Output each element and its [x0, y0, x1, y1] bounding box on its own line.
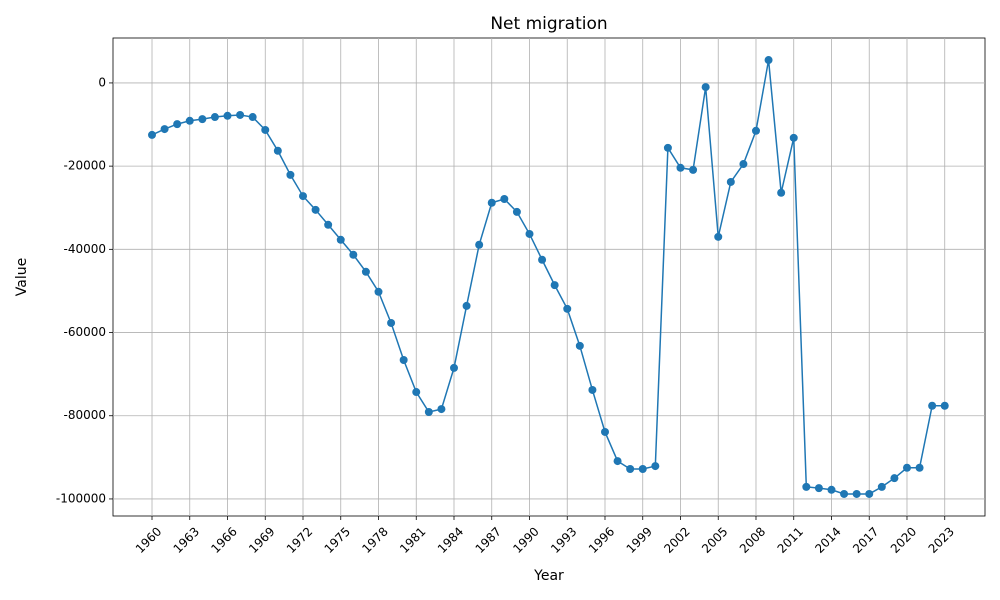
data-point: [248, 113, 257, 122]
x-tick-label: 1978: [359, 524, 390, 555]
x-tick-label: 1975: [322, 524, 353, 555]
data-point: [751, 126, 760, 135]
data-point: [689, 165, 698, 174]
data-point: [802, 482, 811, 491]
data-point: [487, 198, 496, 207]
x-tick-label: 1999: [624, 524, 655, 555]
x-tick-label: 2002: [661, 524, 692, 555]
data-point: [223, 111, 232, 120]
data-point: [890, 474, 899, 483]
data-point: [940, 401, 949, 410]
data-point: [273, 146, 282, 155]
x-tick-label: 1987: [473, 524, 504, 555]
x-tick-label: 1993: [548, 524, 579, 555]
y-tick-label: 0: [98, 75, 106, 89]
data-point: [286, 170, 295, 179]
x-tick-label: 2011: [775, 524, 806, 555]
data-point: [374, 287, 383, 296]
x-tick-label: 2005: [699, 524, 730, 555]
data-point: [525, 229, 534, 238]
x-tick-label: 1966: [208, 524, 239, 555]
data-point: [638, 464, 647, 473]
data-point: [877, 482, 886, 491]
chart-title: Net migration: [490, 14, 607, 34]
data-point: [299, 192, 308, 201]
y-tick-label: -100000: [56, 491, 106, 505]
data-point: [449, 363, 458, 372]
data-point: [185, 116, 194, 125]
data-point: [915, 463, 924, 472]
data-point: [714, 232, 723, 241]
data-point: [764, 56, 773, 65]
x-tick-label: 1981: [397, 524, 428, 555]
data-point: [148, 130, 157, 139]
data-point: [387, 318, 396, 327]
data-point: [550, 281, 559, 290]
data-point: [701, 83, 710, 92]
x-tick-label: 1990: [510, 524, 541, 555]
x-tick-label: 1969: [246, 524, 277, 555]
data-point: [412, 388, 421, 397]
data-point: [588, 385, 597, 394]
x-tick-label: 1960: [133, 524, 164, 555]
data-point: [865, 489, 874, 498]
data-point: [538, 255, 547, 264]
data-point: [261, 125, 270, 134]
x-tick-label: 2017: [850, 524, 881, 555]
data-point: [852, 489, 861, 498]
data-point: [827, 485, 836, 494]
data-point: [814, 484, 823, 493]
x-tick-label: 1963: [171, 524, 202, 555]
y-tick-label: -40000: [63, 242, 106, 256]
data-point: [336, 235, 345, 244]
x-tick-label: 2014: [812, 524, 843, 555]
data-point: [424, 407, 433, 416]
x-tick-label: 1972: [284, 524, 315, 555]
x-axis-label: Year: [533, 568, 564, 584]
data-point: [324, 220, 333, 229]
data-point: [739, 160, 748, 169]
data-point: [437, 405, 446, 414]
data-point: [789, 133, 798, 142]
x-tick-label: 1996: [586, 524, 617, 555]
data-point: [311, 205, 320, 214]
plot-frame: [112, 37, 986, 517]
data-point: [902, 463, 911, 472]
data-point: [600, 427, 609, 436]
data-point: [777, 188, 786, 197]
data-point: [928, 401, 937, 410]
data-point: [663, 143, 672, 152]
data-point: [676, 163, 685, 172]
data-point: [160, 125, 169, 134]
data-point: [726, 177, 735, 186]
data-point: [198, 115, 207, 124]
data-point: [399, 355, 408, 364]
y-axis-label: Value: [14, 258, 30, 296]
data-point: [626, 464, 635, 473]
data-point: [500, 194, 509, 203]
data-point: [475, 240, 484, 249]
data-point: [512, 207, 521, 216]
data-point: [575, 341, 584, 350]
y-tick-label: -20000: [63, 159, 106, 173]
data-point: [613, 457, 622, 466]
x-tick-label: 2023: [926, 524, 957, 555]
data-point: [173, 120, 182, 129]
data-point: [349, 250, 358, 259]
data-line: [151, 59, 945, 495]
data-point: [236, 110, 245, 119]
data-point: [651, 462, 660, 471]
x-tick-label: 2020: [888, 524, 919, 555]
data-point: [462, 301, 471, 310]
y-tick-label: -80000: [63, 408, 106, 422]
data-point: [840, 489, 849, 498]
data-point: [361, 267, 370, 276]
x-tick-label: 1984: [435, 524, 466, 555]
data-point: [563, 304, 572, 313]
data-point: [210, 113, 219, 122]
y-tick-label: -60000: [63, 325, 106, 339]
x-tick-label: 2008: [737, 524, 768, 555]
